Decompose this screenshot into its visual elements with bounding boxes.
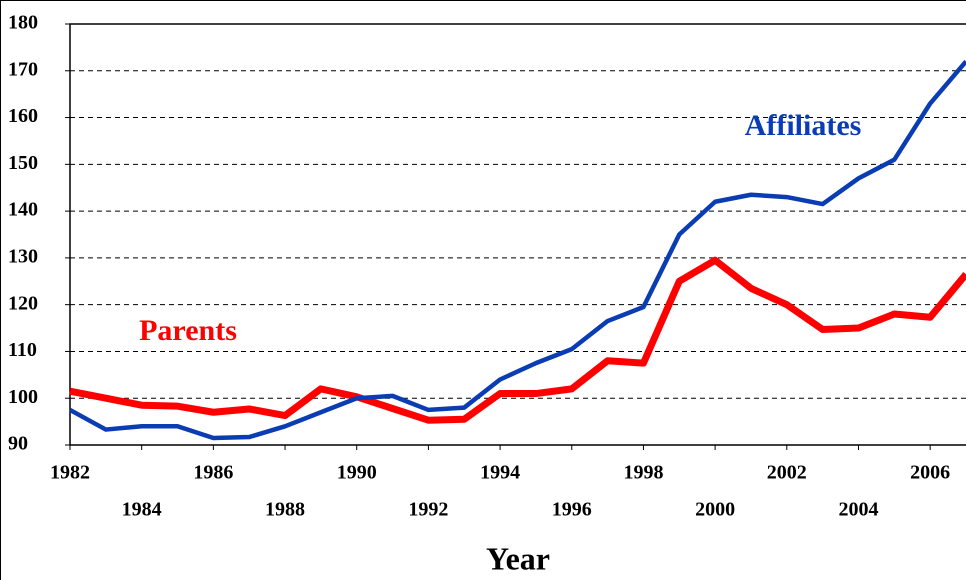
x-tick-label: 1992 (408, 499, 448, 521)
x-tick-label: 2004 (838, 499, 878, 521)
line-series (68, 59, 966, 441)
x-tick-label: 1984 (122, 499, 162, 521)
plot-area (69, 23, 966, 446)
x-tick-label: 1986 (193, 462, 233, 484)
y-tick-label: 110 (8, 339, 37, 361)
line-series (69, 256, 966, 424)
x-tick-label: 1996 (552, 499, 592, 521)
x-axis-label: Year (486, 540, 550, 576)
x-tick-label: 1990 (337, 462, 377, 484)
series-label: Affiliates (745, 109, 862, 142)
y-tick-label: 140 (8, 199, 38, 221)
x-tick-label: 2000 (695, 499, 735, 521)
y-tick-label: 120 (8, 292, 38, 314)
x-tick-label: 1982 (50, 462, 90, 484)
x-tick-label: 2006 (910, 462, 950, 484)
y-tick-label: 180 (8, 12, 38, 34)
x-tick-label: 1994 (480, 462, 520, 484)
y-tick-label: 170 (8, 58, 38, 80)
y-tick-label: 100 (8, 386, 38, 408)
x-tick-label: 1998 (623, 462, 663, 484)
series-label: Parents (139, 314, 237, 347)
y-tick-label: 130 (8, 245, 38, 267)
x-tick-label: 2002 (767, 462, 807, 484)
x-tick-label: 1988 (265, 499, 305, 521)
y-tick-label: 90 (8, 433, 28, 455)
y-tick-label: 160 (8, 105, 38, 127)
y-tick-label: 150 (8, 152, 38, 174)
